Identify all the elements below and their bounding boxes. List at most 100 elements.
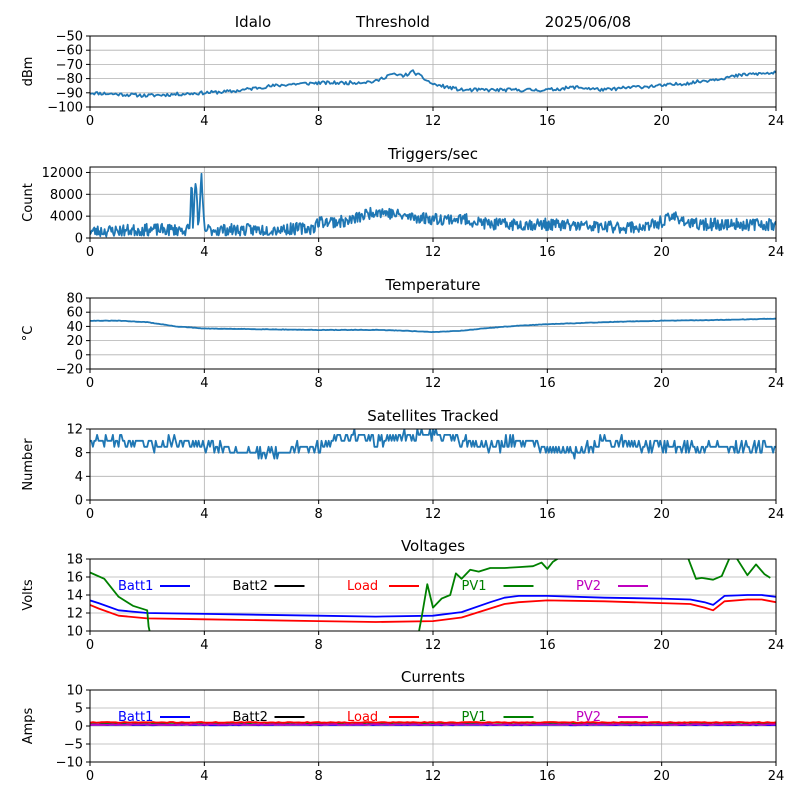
- y-tick-label: 60: [66, 306, 83, 321]
- panel-6: 0 4 8 12 16 20 24 −10 −5 0 5 10 Currents Amps Batt1 Bat…: [21, 668, 784, 784]
- x-tick-label: 0: [86, 638, 94, 653]
- panel-title: Satellites Tracked: [367, 407, 498, 425]
- y-axis-label: dBm: [21, 57, 36, 87]
- legend-label-batt1: Batt1: [118, 579, 153, 594]
- y-tick-label: −50: [56, 30, 83, 45]
- x-tick-label: 12: [425, 245, 442, 260]
- y-tick-label: 12: [66, 607, 83, 622]
- x-tick-label: 0: [86, 245, 94, 260]
- y-tick-label: 8000: [50, 188, 83, 203]
- x-tick-label: 4: [200, 114, 208, 129]
- x-tick-label: 16: [539, 769, 556, 784]
- series-line-4-1: [90, 429, 776, 460]
- y-tick-label: −70: [56, 58, 83, 73]
- x-tick-label: 8: [315, 245, 323, 260]
- series-line-load: [90, 598, 776, 623]
- legend-label-pv2: PV2: [576, 579, 601, 594]
- x-tick-label: 8: [315, 114, 323, 129]
- legend-label-batt2: Batt2: [233, 710, 268, 725]
- y-tick-label: 16: [66, 571, 83, 586]
- x-tick-label: 12: [425, 376, 442, 391]
- series-line-pv1: [90, 559, 771, 631]
- series-line-pv2: [90, 723, 776, 726]
- series-line-1-1: [90, 69, 776, 98]
- x-tick-label: 8: [315, 376, 323, 391]
- y-tick-label: 10: [66, 625, 83, 640]
- x-tick-label: 4: [200, 507, 208, 522]
- x-tick-label: 8: [315, 769, 323, 784]
- y-tick-label: 12: [66, 423, 83, 438]
- x-tick-label: 0: [86, 507, 94, 522]
- y-tick-label: 0: [75, 232, 83, 247]
- x-tick-label: 4: [200, 769, 208, 784]
- y-tick-label: 5: [75, 702, 83, 717]
- legend-label-pv1: PV1: [462, 579, 487, 594]
- y-tick-label: −60: [56, 44, 83, 59]
- x-tick-label: 12: [425, 638, 442, 653]
- y-tick-label: −5: [64, 738, 83, 753]
- x-tick-label: 16: [539, 114, 556, 129]
- x-tick-label: 20: [653, 114, 670, 129]
- x-tick-label: 8: [315, 638, 323, 653]
- y-tick-label: 4: [75, 470, 83, 485]
- y-tick-label: 0: [75, 348, 83, 363]
- legend-label-batt2: Batt2: [233, 579, 268, 594]
- y-tick-label: 12000: [42, 166, 83, 181]
- x-tick-label: 16: [539, 638, 556, 653]
- panel-1: 0 4 8 12 16 20 24 −100−90−80−70−60−50 dBm: [21, 30, 784, 130]
- y-axis-label: Number: [21, 438, 36, 491]
- panel-4: 0 4 8 12 16 20 24 0 4 8 12 Satellites Tracked Number: [21, 407, 784, 522]
- series-line-2-1: [90, 172, 776, 238]
- y-axis-label: Volts: [21, 579, 36, 611]
- x-tick-label: 24: [768, 769, 785, 784]
- x-tick-label: 16: [539, 245, 556, 260]
- y-tick-label: 14: [66, 589, 83, 604]
- y-tick-label: −90: [56, 86, 83, 101]
- y-axis-label: °C: [21, 326, 36, 342]
- panel-title: Currents: [401, 668, 465, 686]
- x-tick-label: 4: [200, 245, 208, 260]
- x-tick-label: 12: [425, 769, 442, 784]
- x-tick-label: 24: [768, 245, 785, 260]
- y-tick-label: 0: [75, 720, 83, 735]
- legend-label-batt1: Batt1: [118, 710, 153, 725]
- y-tick-label: −10: [56, 756, 83, 771]
- header-mode: Threshold: [355, 13, 430, 31]
- series-line-3-1: [90, 317, 776, 333]
- x-tick-label: 24: [768, 638, 785, 653]
- x-tick-label: 16: [539, 507, 556, 522]
- series-line-load: [90, 721, 776, 724]
- x-tick-label: 4: [200, 376, 208, 391]
- legend-label-pv2: PV2: [576, 710, 601, 725]
- x-tick-label: 20: [653, 638, 670, 653]
- y-tick-label: 0: [75, 494, 83, 509]
- x-tick-label: 0: [86, 114, 94, 129]
- x-tick-label: 20: [653, 769, 670, 784]
- y-tick-label: −20: [56, 363, 83, 378]
- panel-title: Temperature: [384, 276, 480, 294]
- y-tick-label: 18: [66, 553, 83, 568]
- y-tick-label: 10: [66, 684, 83, 699]
- panel-2: 0 4 8 12 16 20 24 0 4000 8000 12000 Triggers/sec Cou…: [21, 145, 784, 260]
- x-tick-label: 4: [200, 638, 208, 653]
- x-tick-label: 16: [539, 376, 556, 391]
- panel-title: Voltages: [401, 537, 465, 555]
- y-tick-label: −100: [47, 101, 83, 116]
- x-tick-label: 24: [768, 507, 785, 522]
- y-tick-label: 8: [75, 446, 83, 461]
- x-tick-label: 8: [315, 507, 323, 522]
- x-tick-label: 0: [86, 769, 94, 784]
- x-tick-label: 12: [425, 507, 442, 522]
- x-tick-label: 12: [425, 114, 442, 129]
- legend-label-load: Load: [347, 579, 378, 594]
- y-tick-label: 80: [66, 292, 83, 307]
- x-tick-label: 20: [653, 376, 670, 391]
- panel-title: Triggers/sec: [387, 145, 478, 163]
- y-tick-label: 4000: [50, 210, 83, 225]
- x-tick-label: 20: [653, 245, 670, 260]
- header-site: Idalo: [235, 13, 271, 31]
- y-axis-label: Amps: [21, 707, 36, 744]
- legend-label-pv1: PV1: [462, 710, 487, 725]
